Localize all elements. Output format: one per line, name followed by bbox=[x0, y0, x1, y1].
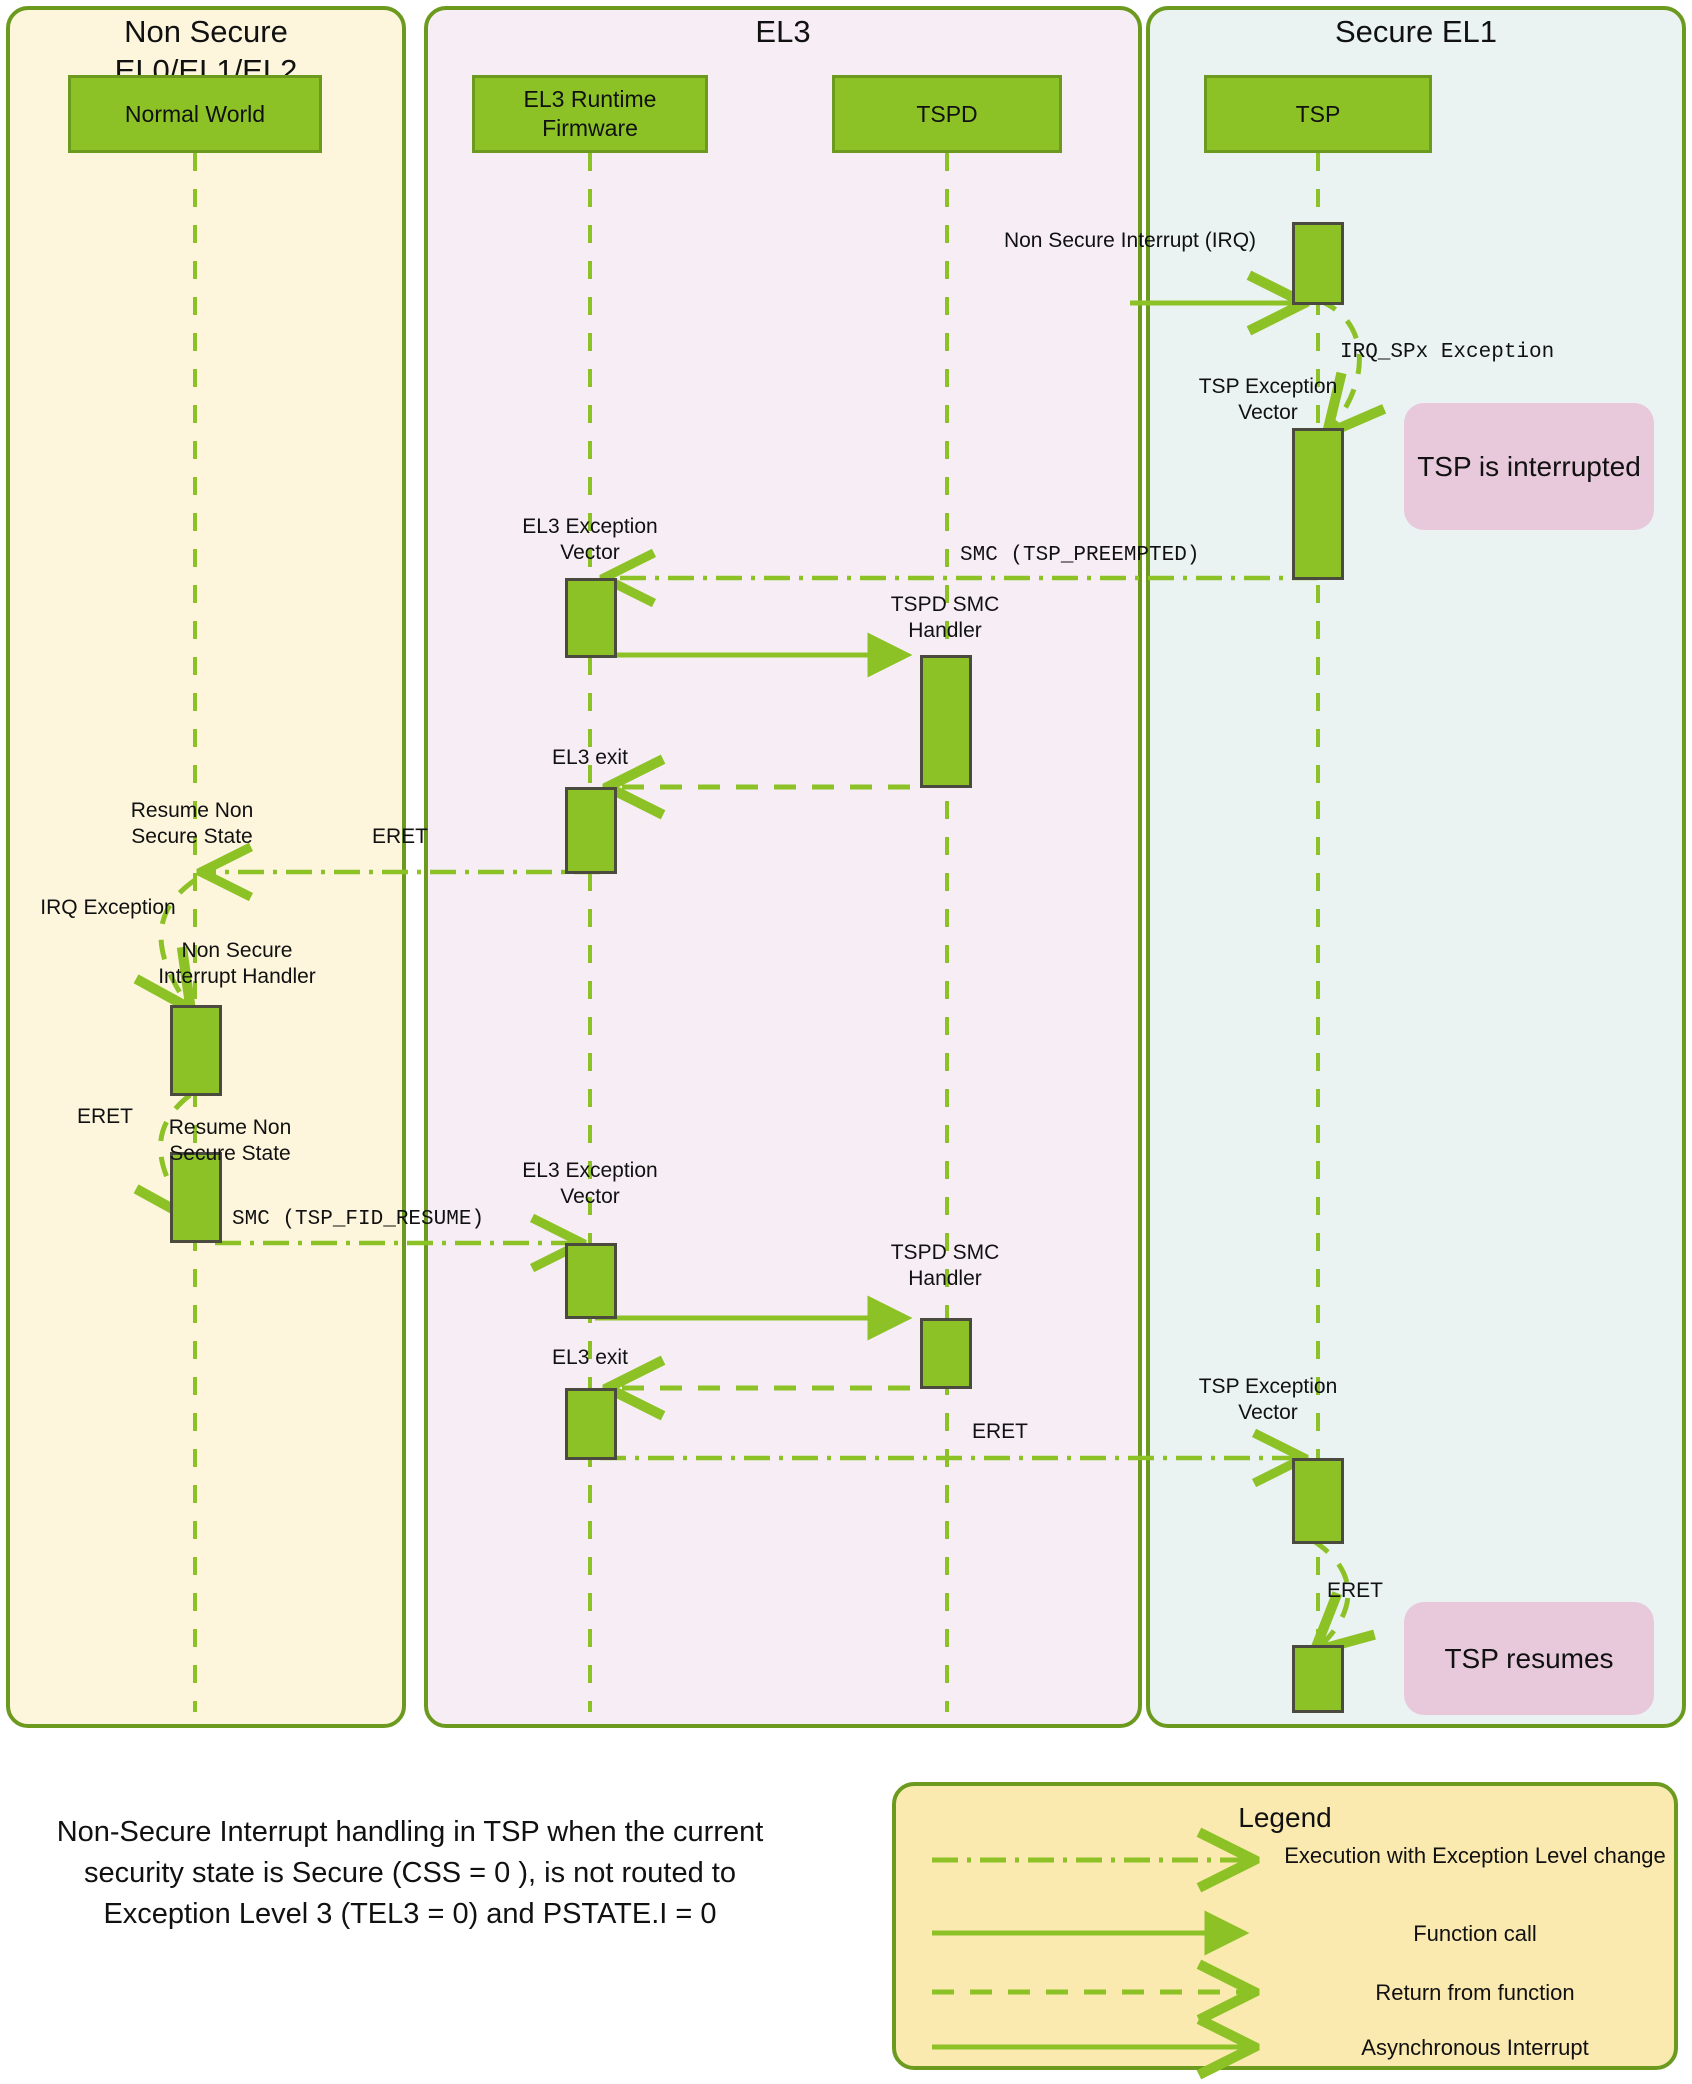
label-tsp-exception-vector-2-line1: TSP Exception bbox=[1198, 1375, 1338, 1398]
activation-resume-non-secure-state-2 bbox=[170, 1152, 222, 1243]
note-tsp-interrupted: TSP is interrupted bbox=[1404, 403, 1654, 530]
lane-el3 bbox=[424, 6, 1142, 1728]
actor-tspd[interactable]: TSPD bbox=[832, 75, 1062, 153]
label-tsp-exception-vector-1-line1: TSP Exception bbox=[1198, 375, 1338, 398]
note-tsp-interrupted-label: TSP is interrupted bbox=[1417, 450, 1641, 482]
label-smc-tsp-preempted: SMC (TSP_PREEMPTED) bbox=[960, 544, 1200, 567]
label-non-secure-interrupt-handler: Non Secure Interrupt Handler bbox=[112, 938, 362, 990]
diagram-caption: Non-Secure Interrupt handling in TSP whe… bbox=[56, 1816, 764, 1930]
label-el3-exit-1-line1: EL3 exit bbox=[552, 746, 628, 769]
label-irq-spx-exception: IRQ_SPx Exception bbox=[1340, 341, 1555, 364]
arrow-irq-spx-exception bbox=[1317, 297, 1359, 430]
legend-box bbox=[892, 1782, 1678, 2070]
label-smc-tsp-fid-resume: SMC (TSP_FID_RESUME) bbox=[232, 1208, 485, 1231]
label-resume-non-secure-state-1: Resume Non Secure State bbox=[82, 798, 302, 850]
label-non-secure-interrupt-handler-line2: Interrupt Handler bbox=[158, 965, 316, 988]
label-tsp-exception-vector-2-line2: Vector bbox=[1238, 1401, 1298, 1424]
label-el3-exception-vector-1: EL3 Exception Vector bbox=[480, 514, 700, 566]
label-resume-non-secure-state-2: Resume Non Secure State bbox=[120, 1115, 340, 1167]
lane-secure-el1 bbox=[1146, 6, 1686, 1728]
actor-tsp-label: TSP bbox=[1295, 100, 1341, 127]
label-irq-exception: IRQ Exception bbox=[8, 895, 208, 921]
arrow-irq-exception bbox=[161, 877, 195, 1005]
label-el3-exception-vector-2-line2: Vector bbox=[560, 1185, 620, 1208]
label-tspd-smc-handler-2: TSPD SMC Handler bbox=[845, 1240, 1045, 1292]
activation-tspd-smc-handler-2 bbox=[920, 1318, 972, 1389]
label-tspd-smc-handler-2-line1: TSPD SMC bbox=[890, 1241, 1000, 1264]
lane-title-non-secure: Non Secure EL0/EL1/EL2 bbox=[6, 12, 406, 90]
label-tspd-smc-handler-1-line2: Handler bbox=[908, 619, 982, 642]
note-tsp-resumes: TSP resumes bbox=[1404, 1602, 1654, 1715]
label-resume-non-secure-state-1-line1: Resume Non bbox=[130, 799, 254, 822]
label-tspd-smc-handler-2-line2: Handler bbox=[908, 1267, 982, 1290]
label-tspd-smc-handler-1-line1: TSPD SMC bbox=[890, 593, 1000, 616]
label-resume-non-secure-state-2-line2: Secure State bbox=[169, 1142, 291, 1165]
legend-label-asynchronous-interrupt: Asynchronous Interrupt bbox=[1361, 2035, 1589, 2060]
note-tsp-resumes-label: TSP resumes bbox=[1444, 1642, 1614, 1674]
arrow-eret-tsp-resume bbox=[1312, 1537, 1348, 1648]
activation-tsp-exception-vector-1 bbox=[1292, 428, 1344, 580]
label-el3-exit-1: EL3 exit bbox=[490, 745, 690, 771]
label-eret-to-tsp: ERET bbox=[971, 1420, 1028, 1443]
lane-title-secure-el1-line1: Secure EL1 bbox=[1335, 14, 1497, 49]
actor-el3-runtime-firmware-label: EL3 Runtime Firmware bbox=[523, 86, 657, 141]
label-eret-irq-return: ERET bbox=[76, 1105, 133, 1128]
label-el3-exit-2-line1: EL3 exit bbox=[552, 1346, 628, 1369]
label-irq-exception-line1: IRQ Exception bbox=[40, 896, 176, 919]
label-el3-exception-vector-1-line2: Vector bbox=[560, 541, 620, 564]
legend-label-function-call: Function call bbox=[1413, 1921, 1537, 1946]
label-resume-non-secure-state-2-line1: Resume Non bbox=[168, 1116, 292, 1139]
activation-el3-exception-vector-1 bbox=[565, 578, 617, 658]
actor-tspd-label: TSPD bbox=[916, 100, 978, 127]
activation-tsp-running bbox=[1292, 222, 1344, 305]
lane-title-secure-el1: Secure EL1 bbox=[1146, 12, 1686, 51]
activation-el3-exit-1 bbox=[565, 787, 617, 874]
activation-non-secure-interrupt-handler bbox=[170, 1005, 222, 1096]
activation-el3-exit-2 bbox=[565, 1388, 617, 1460]
activation-el3-exception-vector-2 bbox=[565, 1243, 617, 1319]
activation-tsp-resumes bbox=[1292, 1645, 1344, 1713]
label-eret-to-normal-world: ERET bbox=[371, 825, 428, 848]
lane-title-non-secure-line1: Non Secure bbox=[124, 14, 288, 49]
activation-tsp-exception-vector-2 bbox=[1292, 1458, 1344, 1544]
label-el3-exception-vector-2: EL3 Exception Vector bbox=[480, 1158, 700, 1210]
label-resume-non-secure-state-1-line2: Secure State bbox=[131, 825, 253, 848]
label-tsp-exception-vector-2: TSP Exception Vector bbox=[1158, 1374, 1378, 1426]
legend-label-execution-with-exception-level-change: Execution with Exception Level change bbox=[1284, 1843, 1666, 1868]
label-el3-exit-2: EL3 exit bbox=[490, 1345, 690, 1371]
actor-normal-world[interactable]: Normal World bbox=[68, 75, 322, 153]
label-eret-tsp-resume: ERET bbox=[1326, 1579, 1383, 1602]
legend-label-return-from-function: Return from function bbox=[1375, 1980, 1575, 2005]
actor-el3-runtime-firmware[interactable]: EL3 Runtime Firmware bbox=[472, 75, 708, 153]
lane-title-el3: EL3 bbox=[424, 12, 1142, 51]
actor-tsp[interactable]: TSP bbox=[1204, 75, 1432, 153]
label-non-secure-irq: Non Secure Interrupt (IRQ) bbox=[1003, 229, 1257, 252]
label-tsp-exception-vector-1: TSP Exception Vector bbox=[1158, 374, 1378, 426]
label-tspd-smc-handler-1: TSPD SMC Handler bbox=[845, 592, 1045, 644]
label-tsp-exception-vector-1-line2: Vector bbox=[1238, 401, 1298, 424]
activation-tspd-smc-handler-1 bbox=[920, 655, 972, 788]
label-el3-exception-vector-1-line1: EL3 Exception bbox=[522, 515, 658, 538]
label-non-secure-interrupt-handler-line1: Non Secure bbox=[181, 939, 293, 962]
actor-normal-world-label: Normal World bbox=[124, 100, 266, 127]
lane-title-el3-line1: EL3 bbox=[755, 14, 811, 49]
label-el3-exception-vector-2-line1: EL3 Exception bbox=[522, 1159, 658, 1182]
